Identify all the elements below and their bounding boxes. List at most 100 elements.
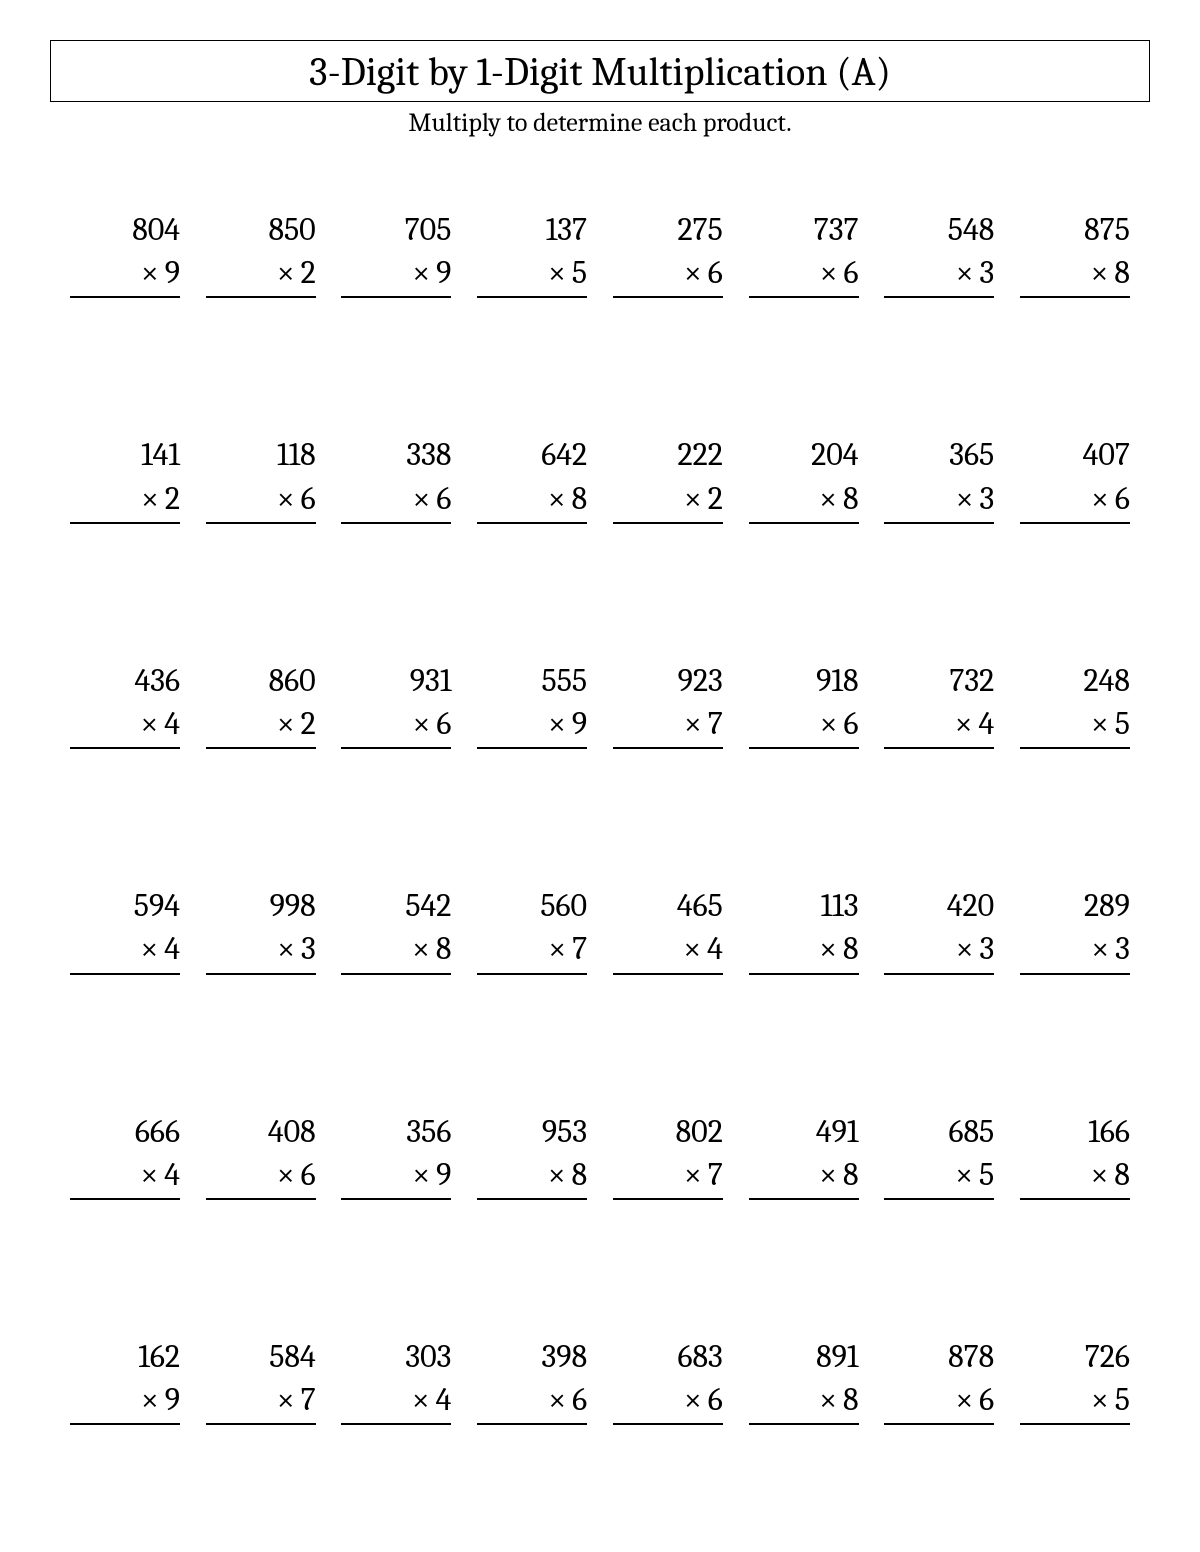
multiplier: 4	[436, 1381, 452, 1418]
times-sign: ×	[413, 705, 431, 742]
times-sign: ×	[277, 930, 295, 967]
times-sign: ×	[141, 480, 159, 517]
multiplier-line: ×8	[749, 477, 859, 524]
multiplier-line: ×9	[341, 1153, 451, 1200]
multiplier: 8	[572, 1156, 588, 1193]
multiplier-line: ×7	[477, 927, 587, 974]
times-sign: ×	[1091, 705, 1109, 742]
multiplication-problem: 222×2	[613, 433, 723, 523]
multiplier-line: ×8	[749, 1153, 859, 1200]
multiplication-problem: 141×2	[70, 433, 180, 523]
multiplier: 7	[301, 1381, 316, 1418]
multiplier-line: ×9	[477, 702, 587, 749]
times-sign: ×	[820, 254, 838, 291]
multiplicand: 891	[749, 1335, 859, 1378]
multiplication-problem: 248×5	[1020, 659, 1130, 749]
multiplier: 8	[436, 930, 452, 967]
problem-row: 594×4998×3542×8560×7465×4113×8420×3289×3	[70, 884, 1130, 974]
times-sign: ×	[955, 705, 973, 742]
multiplier: 8	[843, 930, 859, 967]
multiplier-line: ×4	[70, 1153, 180, 1200]
multiplier: 5	[1115, 1381, 1130, 1418]
multiplier-line: ×8	[477, 477, 587, 524]
multiplication-problem: 642×8	[477, 433, 587, 523]
multiplicand: 732	[884, 659, 994, 702]
multiplication-problem: 850×2	[206, 208, 316, 298]
multiplicand: 548	[884, 208, 994, 251]
multiplication-problem: 918×6	[749, 659, 859, 749]
multiplication-problem: 420×3	[884, 884, 994, 974]
multiplicand: 338	[341, 433, 451, 476]
times-sign: ×	[548, 930, 566, 967]
multiplier-line: ×4	[70, 927, 180, 974]
multiplier: 7	[708, 705, 723, 742]
multiplicand: 683	[613, 1335, 723, 1378]
multiplier: 8	[1114, 254, 1130, 291]
worksheet-title-box: 3-Digit by 1-Digit Multiplication (A)	[50, 40, 1150, 102]
multiplication-problem: 802×7	[613, 1110, 723, 1200]
problem-row: 162×9584×7303×4398×6683×6891×8878×6726×5	[70, 1335, 1130, 1425]
multiplicand: 398	[477, 1335, 587, 1378]
multiplication-problem: 338×6	[341, 433, 451, 523]
multiplier: 6	[708, 1381, 723, 1418]
multiplication-problem: 726×5	[1020, 1335, 1130, 1425]
multiplier: 9	[436, 1156, 451, 1193]
multiplicand: 555	[477, 659, 587, 702]
multiplication-problem: 705×9	[341, 208, 451, 298]
multiplier-line: ×8	[341, 927, 451, 974]
multiplicand: 222	[613, 433, 723, 476]
multiplicand: 303	[341, 1335, 451, 1378]
multiplier-line: ×5	[477, 251, 587, 298]
multiplicand: 113	[749, 884, 859, 927]
multiplicand: 726	[1020, 1335, 1130, 1378]
multiplier-line: ×4	[613, 927, 723, 974]
times-sign: ×	[1091, 1381, 1109, 1418]
problem-row: 141×2118×6338×6642×8222×2204×8365×3407×6	[70, 433, 1130, 523]
times-sign: ×	[277, 480, 295, 517]
times-sign: ×	[277, 254, 295, 291]
multiplication-problem: 166×8	[1020, 1110, 1130, 1200]
multiplier-line: ×3	[884, 477, 994, 524]
multiplication-problem: 398×6	[477, 1335, 587, 1425]
multiplication-problem: 891×8	[749, 1335, 859, 1425]
multiplication-problem: 804×9	[70, 208, 180, 298]
times-sign: ×	[684, 1156, 702, 1193]
multiplier-line: ×5	[884, 1153, 994, 1200]
multiplication-problem: 685×5	[884, 1110, 994, 1200]
multiplication-problem: 407×6	[1020, 433, 1130, 523]
multiplication-problem: 666×4	[70, 1110, 180, 1200]
multiplier: 3	[979, 254, 994, 291]
multiplier: 2	[165, 480, 180, 517]
times-sign: ×	[141, 1156, 159, 1193]
multiplier-line: ×8	[477, 1153, 587, 1200]
multiplier: 9	[165, 1381, 180, 1418]
multiplier-line: ×9	[70, 251, 180, 298]
multiplier-line: ×5	[1020, 702, 1130, 749]
multiplicand: 407	[1020, 433, 1130, 476]
multiplicand: 953	[477, 1110, 587, 1153]
multiplicand: 248	[1020, 659, 1130, 702]
multiplication-problem: 548×3	[884, 208, 994, 298]
multiplication-problem: 436×4	[70, 659, 180, 749]
multiplication-problem: 113×8	[749, 884, 859, 974]
multiplication-problem: 162×9	[70, 1335, 180, 1425]
times-sign: ×	[683, 930, 701, 967]
problem-row: 436×4860×2931×6555×9923×7918×6732×4248×5	[70, 659, 1130, 749]
times-sign: ×	[956, 254, 974, 291]
times-sign: ×	[1091, 930, 1109, 967]
multiplier-line: ×6	[1020, 477, 1130, 524]
times-sign: ×	[684, 480, 702, 517]
times-sign: ×	[684, 705, 702, 742]
multiplication-problem: 303×4	[341, 1335, 451, 1425]
multiplier-line: ×8	[1020, 1153, 1130, 1200]
multiplier-line: ×8	[749, 1378, 859, 1425]
multiplication-problem: 555×9	[477, 659, 587, 749]
multiplier: 7	[572, 930, 587, 967]
times-sign: ×	[141, 930, 159, 967]
multiplicand: 998	[206, 884, 316, 927]
multiplication-problem: 860×2	[206, 659, 316, 749]
multiplier-line: ×3	[206, 927, 316, 974]
multiplier: 6	[843, 254, 858, 291]
multiplication-problem: 365×3	[884, 433, 994, 523]
multiplication-problem: 289×3	[1020, 884, 1130, 974]
